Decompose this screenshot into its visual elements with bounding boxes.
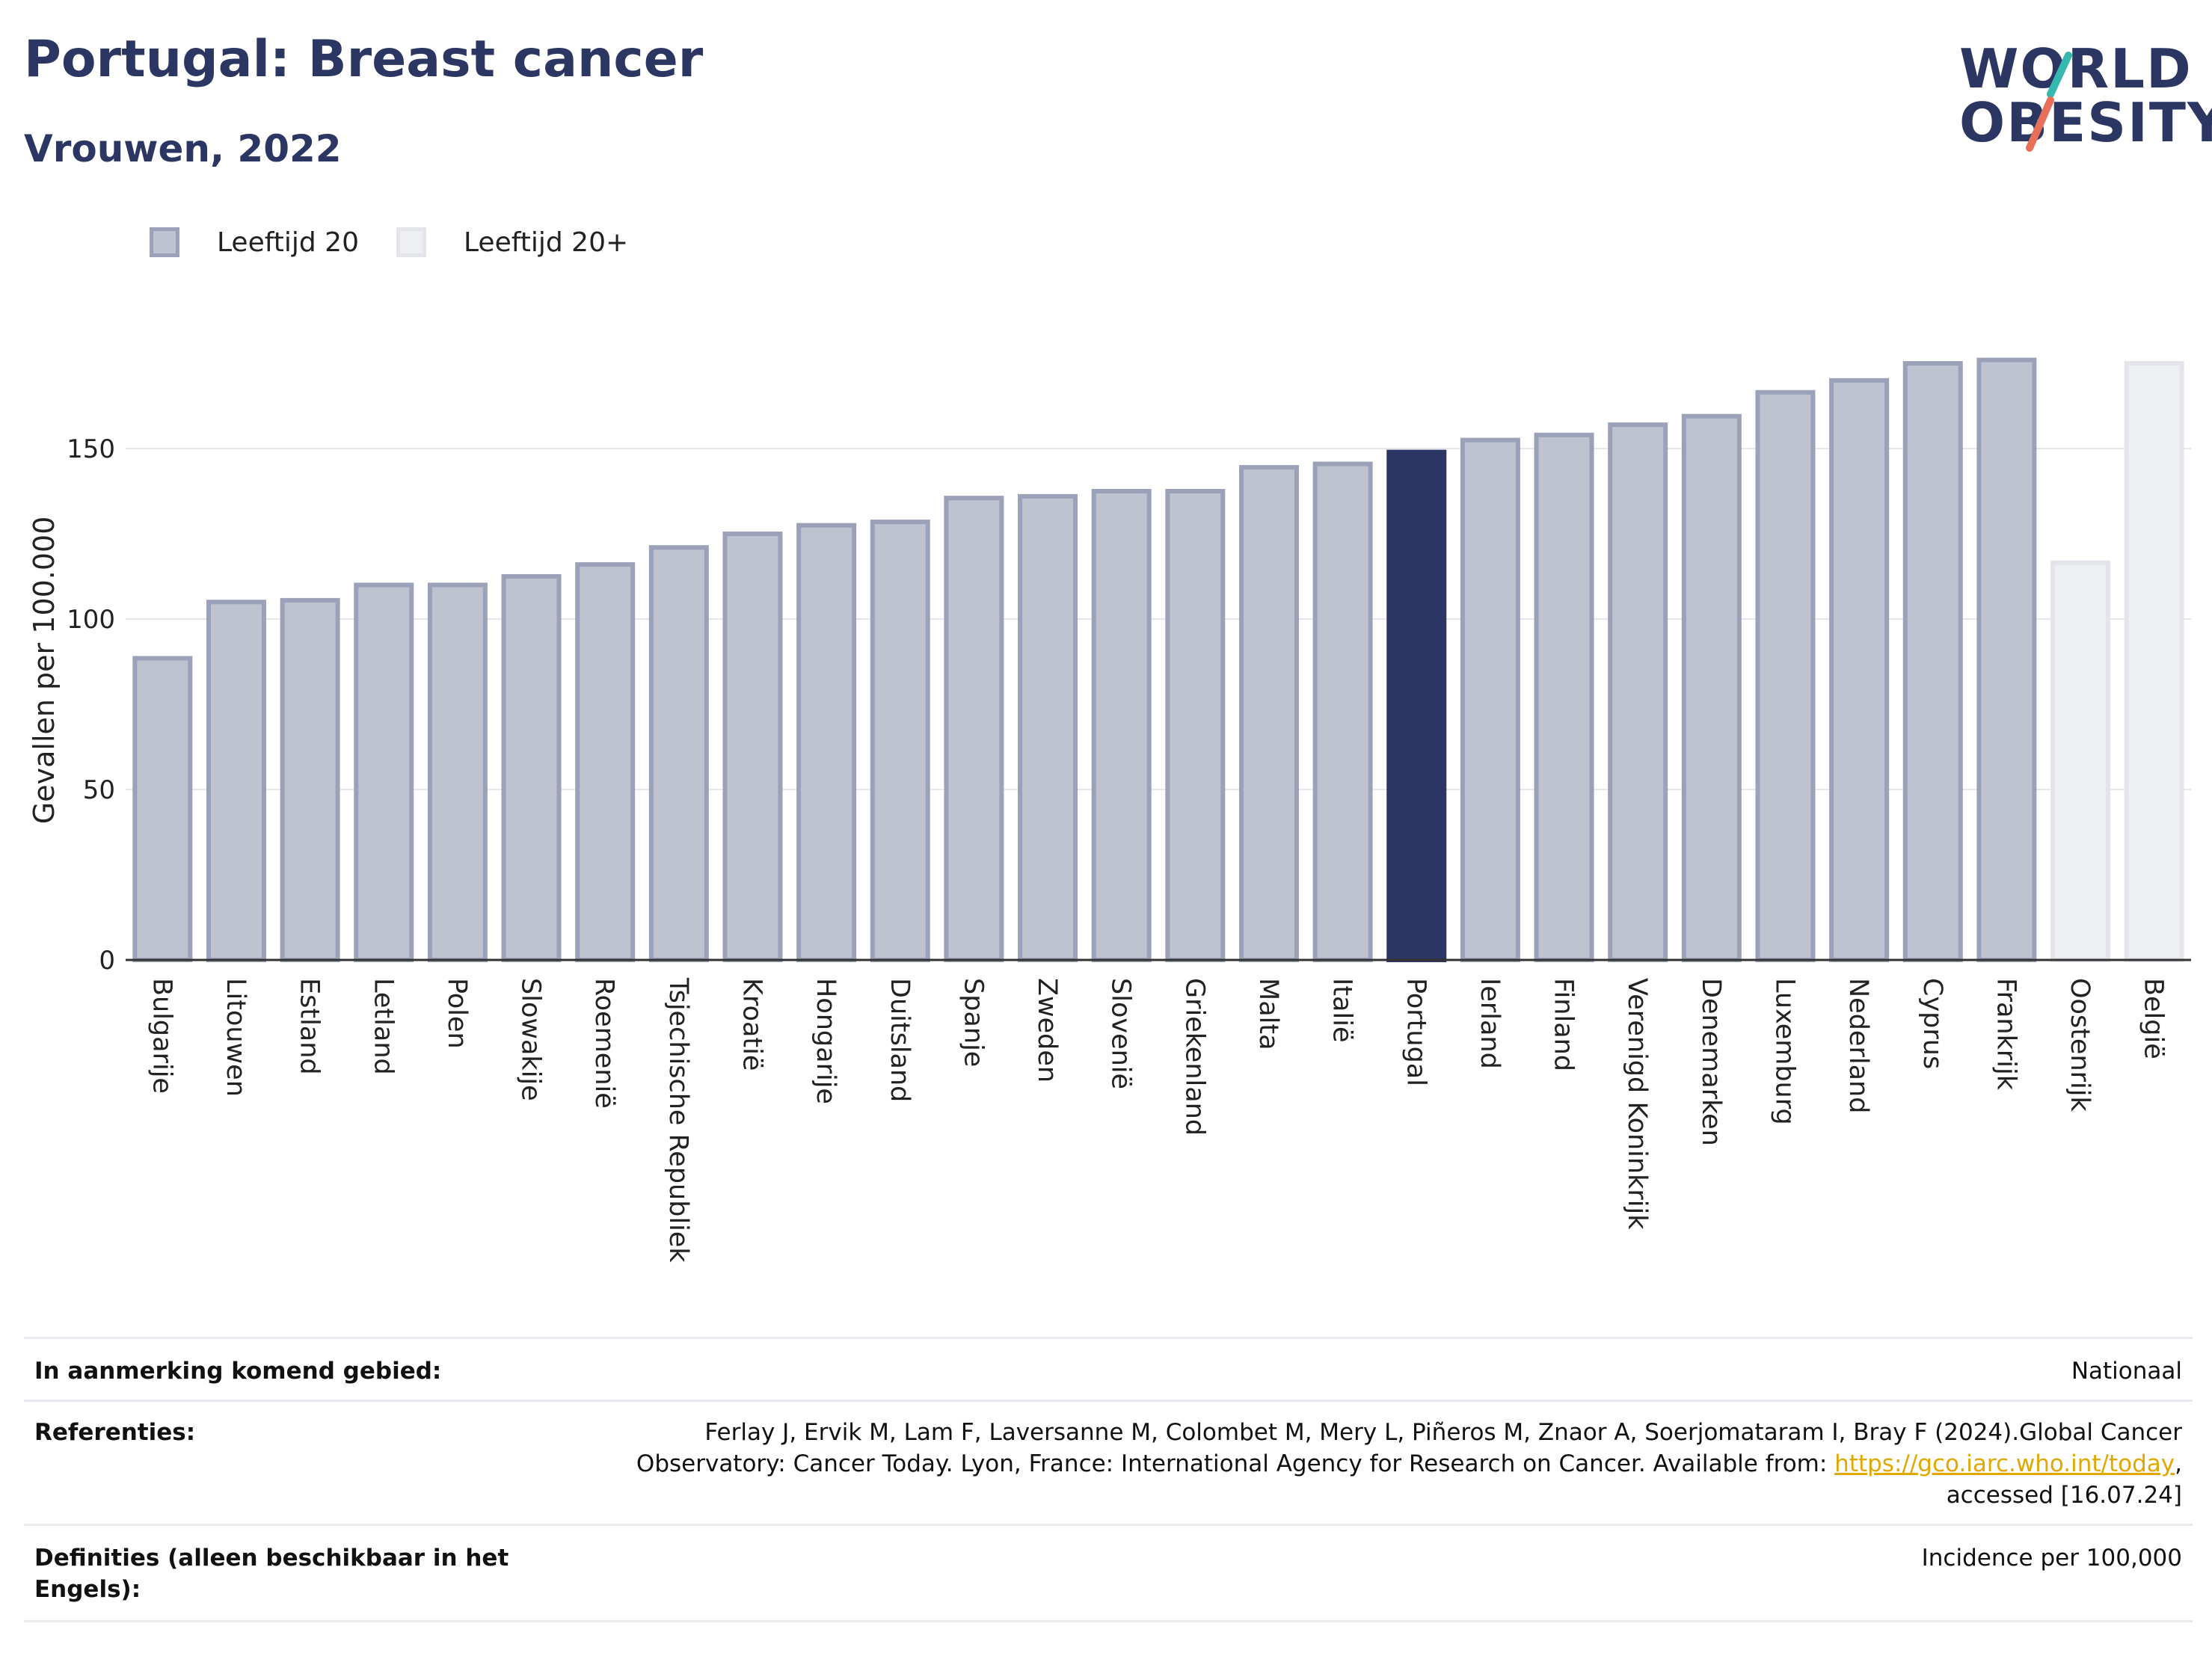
bar-frankrijk bbox=[1976, 357, 2037, 962]
bar-slowakije bbox=[501, 574, 562, 962]
x-tick-label-estland: Estland bbox=[295, 978, 325, 1075]
bar-duitsland bbox=[870, 520, 930, 963]
references-line-2: Observatory: Cancer Today. Lyon, France:… bbox=[612, 1448, 2182, 1480]
y-tick-label-150: 150 bbox=[67, 434, 115, 464]
x-tick-label-kroatie: Kroatië bbox=[737, 978, 766, 1071]
page-title: Portugal: Breast cancer bbox=[24, 30, 704, 89]
bar-slovenie bbox=[1091, 489, 1152, 962]
x-tick-label-roemenie: Roemenië bbox=[589, 978, 619, 1109]
bar-tsjechische-republiek bbox=[648, 545, 709, 962]
y-tick-label-0: 0 bbox=[99, 946, 115, 976]
legend-swatch-leeftijd-20 bbox=[150, 227, 179, 257]
bar-belgie bbox=[2124, 361, 2184, 962]
info-row-references: Referenties: Ferlay J, Ervik M, Lam F, L… bbox=[24, 1400, 2193, 1526]
bar-denemarken bbox=[1681, 413, 1742, 962]
x-tick-label-spanje: Spanje bbox=[958, 978, 988, 1067]
x-tick-label-malta: Malta bbox=[1253, 978, 1283, 1050]
y-axis-label: Gevallen per 100.000 bbox=[28, 517, 61, 825]
bar-chart: 0 50 100 150 Gevallen per 100.000 Bulgarije Li… bbox=[28, 357, 2191, 1263]
references-line-1: Ferlay J, Ervik M, Lam F, Laversanne M, … bbox=[704, 1419, 2182, 1446]
x-tick-label-frankrijk: Frankrijk bbox=[1991, 978, 2021, 1091]
x-tick-label-portugal: Portugal bbox=[1401, 978, 1431, 1086]
definitions-value: Incidence per 100,000 bbox=[1921, 1545, 2182, 1572]
bar-letland bbox=[354, 582, 414, 962]
x-tick-label-slowakije: Slowakije bbox=[516, 978, 546, 1101]
legend-swatch-leeftijd-20-plus bbox=[396, 227, 426, 257]
legend-label-leeftijd-20-plus: Leeftijd 20+ bbox=[464, 227, 629, 258]
bar-roemenie bbox=[575, 562, 636, 963]
info-row-definitions: Definities (alleen beschikbaar in het En… bbox=[24, 1524, 2193, 1622]
bar-luxemburg bbox=[1755, 390, 1816, 962]
bar-zweden bbox=[1018, 493, 1078, 962]
bar-kroatie bbox=[722, 532, 783, 962]
bar-griekenland bbox=[1165, 489, 1226, 962]
references-link[interactable]: https://gco.iarc.who.int/today bbox=[1834, 1450, 2175, 1477]
references-line-3: accessed [16.07.24] bbox=[1946, 1482, 2182, 1509]
x-tick-label-polen: Polen bbox=[442, 978, 472, 1049]
y-tick-label-100: 100 bbox=[67, 605, 115, 635]
x-tick-label-cyprus: Cyprus bbox=[1917, 978, 1947, 1069]
bar-italie bbox=[1312, 461, 1373, 962]
area-value: Nationaal bbox=[2071, 1358, 2182, 1385]
bar-cyprus bbox=[1902, 361, 1963, 962]
bar-malta bbox=[1238, 465, 1299, 962]
references-value: Ferlay J, Ervik M, Lam F, Laversanne M, … bbox=[612, 1417, 2182, 1511]
logo-line-1: WORLD bbox=[1959, 37, 2193, 100]
bar-ierland bbox=[1460, 437, 1520, 963]
world-obesity-logo: WORLD OBESITY bbox=[1944, 22, 2212, 164]
x-tick-label-oostenrijk: Oostenrijk bbox=[2065, 978, 2095, 1112]
bar-hongarije bbox=[796, 523, 857, 963]
x-tick-label-zweden: Zweden bbox=[1032, 978, 1062, 1083]
area-label: In aanmerking komend gebied: bbox=[34, 1358, 442, 1385]
x-tick-label-luxemburg: Luxemburg bbox=[1769, 978, 1799, 1125]
x-tick-label-slovenie: Slovenië bbox=[1106, 978, 1136, 1089]
bar-verenigd-koninkrijk bbox=[1608, 422, 1668, 962]
bar-oostenrijk bbox=[2050, 560, 2111, 962]
bar-bulgarije bbox=[132, 656, 193, 962]
x-tick-label-italie: Italië bbox=[1327, 978, 1357, 1042]
x-tick-label-denemarken: Denemarken bbox=[1696, 978, 1726, 1146]
bar-nederland bbox=[1829, 378, 1890, 963]
page-subtitle: Vrouwen, 2022 bbox=[24, 127, 342, 170]
bar-finland bbox=[1534, 432, 1594, 962]
y-tick-label-50: 50 bbox=[83, 775, 115, 805]
x-tick-label-tsjechische-republiek: Tsjechische Republiek bbox=[663, 977, 693, 1263]
x-tick-label-litouwen: Litouwen bbox=[221, 978, 251, 1097]
definitions-label: Definities (alleen beschikbaar in het En… bbox=[34, 1545, 509, 1603]
x-tick-label-griekenland: Griekenland bbox=[1179, 978, 1209, 1136]
bar-portugal bbox=[1386, 449, 1447, 962]
x-tick-label-ierland: Ierland bbox=[1475, 978, 1505, 1069]
bar-estland bbox=[280, 597, 340, 962]
x-tick-label-letland: Letland bbox=[368, 978, 398, 1075]
bar-polen bbox=[427, 582, 488, 962]
logo-line-2: OBESITY bbox=[1959, 91, 2212, 154]
bar-spanje bbox=[944, 496, 1004, 962]
x-tick-label-duitsland: Duitsland bbox=[885, 978, 915, 1102]
bar-litouwen bbox=[206, 600, 266, 962]
x-tick-label-verenigd-koninkrijk: Verenigd Koninkrijk bbox=[1622, 978, 1652, 1230]
x-tick-label-finland: Finland bbox=[1549, 978, 1579, 1071]
info-row-area: In aanmerking komend gebied: Nationaal bbox=[24, 1337, 2193, 1402]
x-tick-label-belgie: België bbox=[2139, 978, 2169, 1059]
references-line-2-suffix: , bbox=[2175, 1450, 2182, 1477]
legend-label-leeftijd-20: Leeftijd 20 bbox=[217, 227, 359, 258]
references-label: Referenties: bbox=[34, 1419, 196, 1446]
references-line-2-prefix: Observatory: Cancer Today. Lyon, France:… bbox=[636, 1450, 1835, 1477]
x-tick-label-hongarije: Hongarije bbox=[811, 978, 841, 1104]
logo-slash-icon bbox=[2026, 52, 2072, 152]
x-tick-label-nederland: Nederland bbox=[1843, 978, 1873, 1113]
x-tick-label-bulgarije: Bulgarije bbox=[147, 978, 176, 1094]
